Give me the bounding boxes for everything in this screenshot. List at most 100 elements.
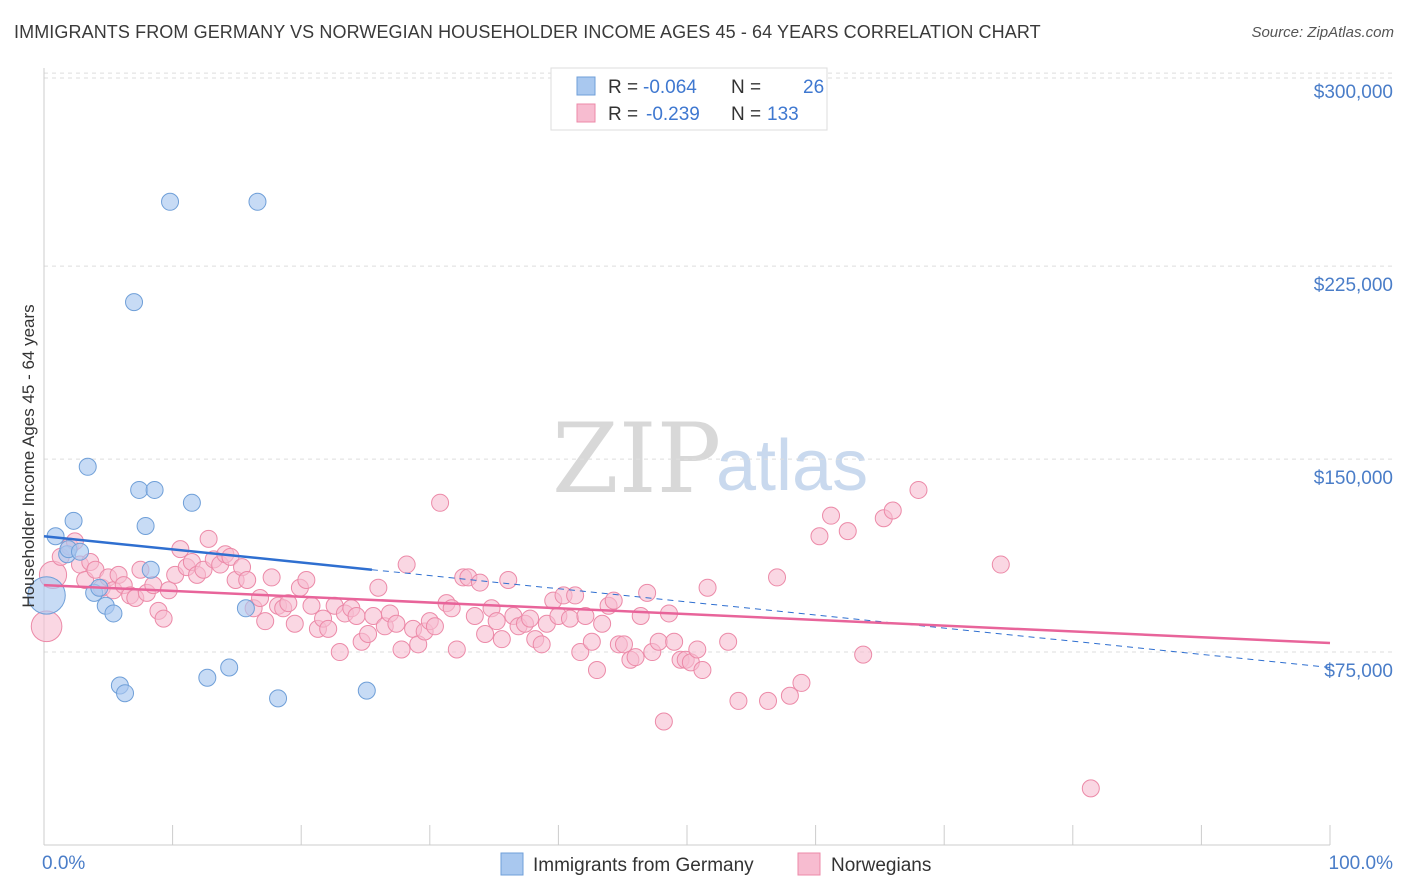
legend-n-label-blue: N = (731, 77, 761, 98)
germany-point (145, 480, 164, 499)
germany-point (116, 684, 135, 703)
norwegians-point (238, 570, 257, 589)
chart-title: IMMIGRANTS FROM GERMANY VS NORWEGIAN HOU… (14, 22, 1041, 42)
legend-r-label-pink: R = (608, 104, 638, 125)
norwegians-point (780, 686, 799, 705)
norwegians-point (571, 643, 590, 662)
norwegians-point (631, 607, 650, 626)
germany-point (104, 604, 123, 623)
germany-point (198, 668, 217, 687)
norwegians-point (369, 578, 388, 597)
norwegians-point (392, 640, 411, 659)
germany-point (125, 293, 144, 312)
norwegians-point (649, 632, 668, 651)
norwegians-point (154, 609, 173, 628)
legend-n-value-blue: 26 (803, 77, 824, 98)
norwegians-point (688, 640, 707, 659)
y-tick-label: $300,000 (1314, 82, 1393, 103)
legend-swatch-pink (576, 103, 596, 123)
norwegians-point (387, 614, 406, 633)
legend-box (550, 67, 828, 131)
norwegians-point (397, 555, 416, 574)
norwegians-point (319, 619, 338, 638)
norwegians-point (719, 632, 738, 651)
norwegians-point (883, 501, 902, 520)
norwegians-trend-line (43, 583, 1331, 645)
norwegians-point (854, 645, 873, 664)
germany-point (71, 542, 90, 561)
norwegians-point (576, 607, 595, 626)
norwegians-point (297, 570, 316, 589)
norwegians-point (587, 661, 606, 680)
norwegians-point (256, 612, 275, 631)
germany-point (182, 493, 201, 512)
legend-r-label-blue: R = (608, 77, 638, 98)
norwegians-point (199, 529, 218, 548)
germany-point (269, 689, 288, 708)
norwegians-point (262, 568, 281, 587)
norwegians-point (521, 609, 540, 628)
norwegians-point (654, 712, 673, 731)
norwegians-point (532, 635, 551, 654)
germany-point (78, 457, 97, 476)
legend-r-value-pink: -0.239 (646, 104, 700, 125)
norwegians-point (465, 607, 484, 626)
chart-source: Source: ZipAtlas.com (1251, 24, 1394, 41)
norwegians-point (359, 625, 378, 644)
norwegians-point (1081, 779, 1100, 798)
norwegians-point (279, 594, 298, 613)
norwegians-point (251, 589, 270, 608)
norwegians-point (614, 635, 633, 654)
norwegians-point (560, 609, 579, 628)
y-tick-label: $225,000 (1314, 275, 1393, 296)
legend-swatch-blue (576, 76, 596, 96)
germany-point (130, 480, 149, 499)
germany-point (220, 658, 239, 677)
legend-n-value-pink: 133 (767, 104, 799, 125)
norwegians-point (909, 480, 928, 499)
y-axis-label: Householder Income Ages 45 - 64 years (19, 304, 38, 607)
norwegians-point (810, 527, 829, 546)
norwegians-point (330, 643, 349, 662)
germany-trend-line (43, 535, 373, 571)
germany-point (357, 681, 376, 700)
series-swatch-norwegians (797, 852, 821, 876)
legend-r-value-blue: -0.064 (643, 77, 697, 98)
germany-point (248, 192, 267, 211)
germany-point (141, 560, 160, 579)
x-tick-label-max: 100.0% (1329, 853, 1394, 874)
germany-point (236, 599, 255, 618)
norwegians-point (593, 614, 612, 633)
y-tick-label: $75,000 (1324, 661, 1393, 682)
norwegians-point (582, 632, 601, 651)
norwegians-point (499, 570, 518, 589)
norwegians-point (638, 583, 657, 602)
series-label-norwegians: Norwegians (831, 855, 931, 876)
norwegians-points (30, 480, 1100, 798)
norwegians-point (487, 612, 506, 631)
norwegians-point (30, 610, 63, 643)
norwegians-point (347, 607, 366, 626)
series-label-germany: Immigrants from Germany (533, 855, 754, 876)
norwegians-point (838, 522, 857, 541)
norwegians-point (729, 691, 748, 710)
norwegians-point (698, 578, 717, 597)
norwegians-point (759, 691, 778, 710)
norwegians-point (693, 661, 712, 680)
norwegians-point (566, 586, 585, 605)
norwegians-point (476, 625, 495, 644)
norwegians-point (492, 630, 511, 649)
norwegians-point (991, 555, 1010, 574)
series-legend: Immigrants from Germany Norwegians (500, 852, 931, 876)
norwegians-point (447, 640, 466, 659)
germany-point (64, 511, 83, 530)
norwegians-point (470, 573, 489, 592)
norwegians-point (768, 568, 787, 587)
x-ticks (43, 825, 1331, 845)
y-tick-label: $150,000 (1314, 468, 1393, 489)
legend-n-label-pink: N = (731, 104, 761, 125)
norwegians-point (285, 614, 304, 633)
germany-point (136, 516, 155, 535)
x-tick-label-min: 0.0% (42, 853, 85, 874)
